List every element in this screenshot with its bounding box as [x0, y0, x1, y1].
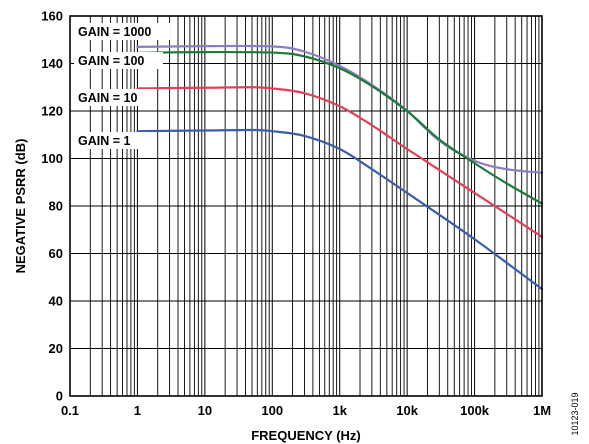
legend-label-gain-1: GAIN = 1: [78, 134, 130, 148]
x-tick-label: 10: [198, 403, 212, 418]
grid: [69, 15, 542, 397]
x-tick-label: 0.1: [61, 403, 79, 418]
plot-frame: [69, 15, 543, 397]
x-tick-label: 1k: [332, 403, 347, 418]
y-tick-label: 0: [56, 389, 63, 404]
y-tick-label: 20: [49, 341, 63, 356]
legend-box-gain-1: [74, 132, 148, 149]
y-tick-label: 80: [49, 199, 63, 214]
y-tick-label: 60: [49, 246, 63, 261]
legend-box-gain-10: [74, 89, 156, 106]
tick-labels: 0.1 1 10 100 1k 10k 100k 1M 0 20 40 60 80 100 120 140 16…: [41, 9, 551, 419]
y-tick-label: 40: [49, 294, 63, 309]
legend-box-gain-1000: [74, 23, 170, 40]
y-tick-label: 160: [41, 9, 63, 24]
legend-label-gain-1000: GAIN = 1000: [78, 25, 151, 39]
x-tick-label: 100: [261, 403, 283, 418]
figure-id: 10123-019: [570, 392, 580, 435]
series-line-gain-1: [136, 128, 544, 291]
y-tick-label: 100: [41, 151, 63, 166]
x-tick-label: 10k: [396, 403, 418, 418]
legend-box-gain-100: [74, 52, 163, 69]
legend-label-gain-10: GAIN = 10: [78, 91, 137, 105]
x-axis-title: FREQUENCY (Hz): [251, 428, 361, 443]
series-layer: [136, 44, 544, 291]
x-tick-label: 100k: [460, 403, 490, 418]
legend-label-gain-100: GAIN = 100: [78, 54, 144, 68]
legend-labels: GAIN = 1000 GAIN = 100 GAIN = 10 GAIN = …: [74, 23, 170, 149]
y-tick-label: 120: [41, 104, 63, 119]
y-axis-title: NEGATIVE PSRR (dB): [13, 139, 28, 274]
x-tick-label: 1M: [533, 403, 551, 418]
y-tick-label: 140: [41, 56, 63, 71]
series-line-gain-100: [136, 50, 544, 205]
series-line-gain-10: [136, 86, 544, 238]
x-tick-label: 1: [134, 403, 141, 418]
